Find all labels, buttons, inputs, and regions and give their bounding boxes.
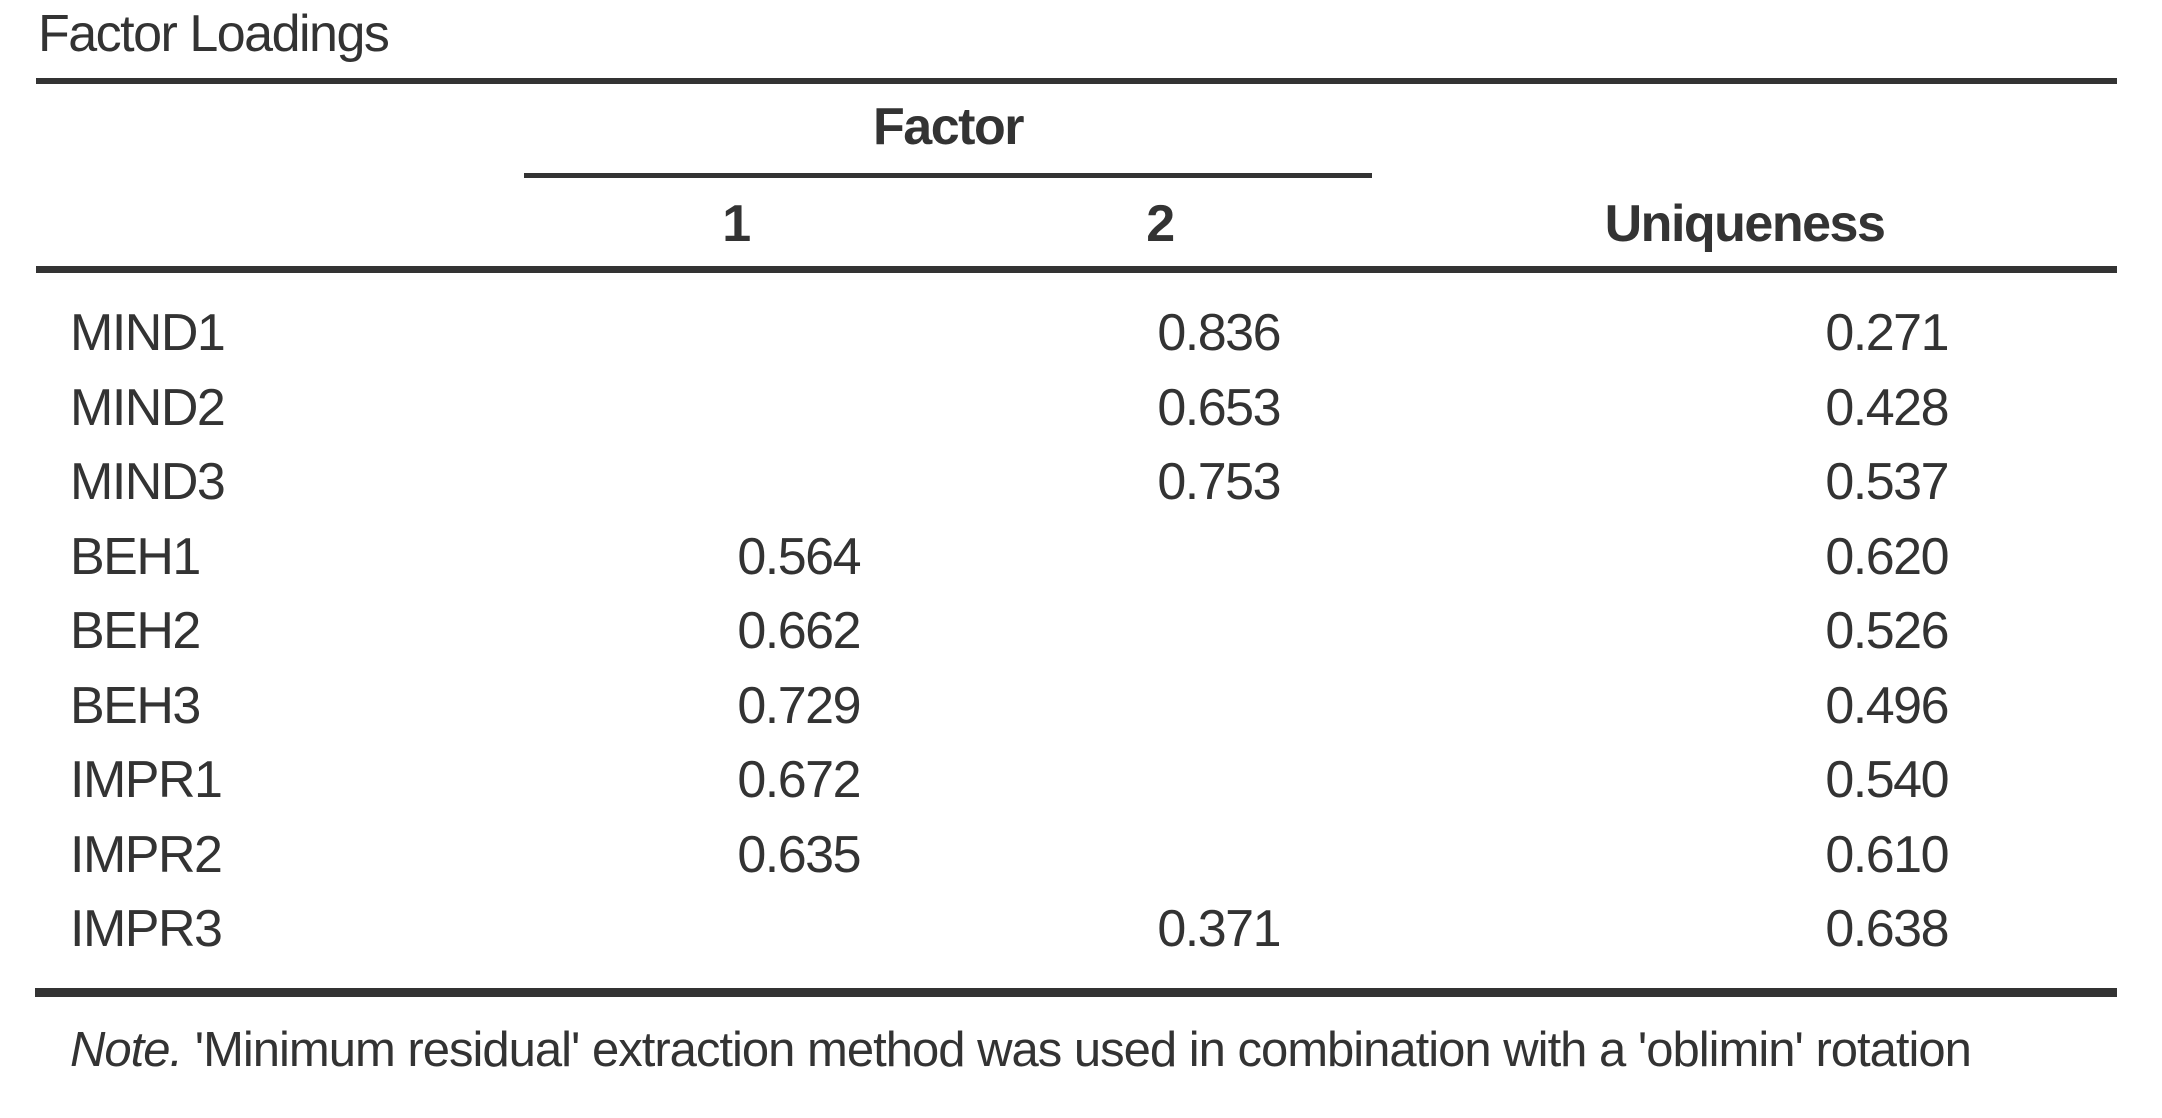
factor-spanner-label: Factor — [873, 98, 1024, 156]
row-label: BEH3 — [70, 677, 201, 735]
factor-spanner-rule — [524, 173, 1372, 178]
row-label: MIND1 — [70, 304, 226, 362]
table-row: BEH3 0.729 0.496 — [0, 680, 2162, 732]
cell-uniqueness: 0.610 — [1825, 826, 1949, 884]
row-label: IMPR3 — [70, 900, 223, 958]
cell-factor2: 0.753 — [1157, 453, 1281, 511]
table-row: MIND1 0.836 0.271 — [0, 307, 2162, 359]
note-text: 'Minimum residual' extraction method was… — [182, 1023, 1972, 1077]
cell-factor2: 0.836 — [1157, 304, 1281, 362]
note-label: Note. — [70, 1023, 183, 1077]
table-row: MIND3 0.753 0.537 — [0, 456, 2162, 508]
row-label: MIND3 — [70, 453, 226, 511]
cell-factor1: 0.729 — [737, 677, 861, 735]
cell-factor2: 0.653 — [1157, 379, 1281, 437]
table-row: BEH2 0.662 0.526 — [0, 605, 2162, 657]
row-label: IMPR1 — [70, 751, 223, 809]
table-row: IMPR3 0.371 0.638 — [0, 903, 2162, 955]
row-label: IMPR2 — [70, 826, 223, 884]
cell-uniqueness: 0.428 — [1825, 379, 1949, 437]
cell-uniqueness: 0.638 — [1825, 900, 1949, 958]
cell-uniqueness: 0.271 — [1825, 304, 1949, 362]
column-header-factor1: 1 — [722, 195, 751, 253]
cell-uniqueness: 0.526 — [1825, 602, 1949, 660]
column-header-uniqueness: Uniqueness — [1604, 195, 1886, 253]
row-label: MIND2 — [70, 379, 226, 437]
cell-factor1: 0.635 — [737, 826, 861, 884]
table-row: IMPR2 0.635 0.610 — [0, 829, 2162, 881]
cell-factor1: 0.564 — [737, 528, 861, 586]
column-header-factor2: 2 — [1146, 195, 1175, 253]
cell-factor1: 0.662 — [737, 602, 861, 660]
header-bottom-rule — [36, 266, 2117, 273]
cell-factor1: 0.672 — [737, 751, 861, 809]
cell-uniqueness: 0.540 — [1825, 751, 1949, 809]
cell-uniqueness: 0.537 — [1825, 453, 1949, 511]
cell-factor2: 0.371 — [1157, 900, 1281, 958]
row-label: BEH1 — [70, 528, 201, 586]
table-title: Factor Loadings — [38, 5, 390, 63]
cell-uniqueness: 0.496 — [1825, 677, 1949, 735]
table-note: Note. 'Minimum residual' extraction meth… — [70, 1023, 1972, 1077]
table-row: IMPR1 0.672 0.540 — [0, 754, 2162, 806]
table-row: MIND2 0.653 0.428 — [0, 382, 2162, 434]
table-bottom-rule — [35, 988, 2117, 997]
table-row: BEH1 0.564 0.620 — [0, 531, 2162, 583]
cell-uniqueness: 0.620 — [1825, 528, 1949, 586]
row-label: BEH2 — [70, 602, 201, 660]
table-top-rule — [36, 78, 2117, 84]
